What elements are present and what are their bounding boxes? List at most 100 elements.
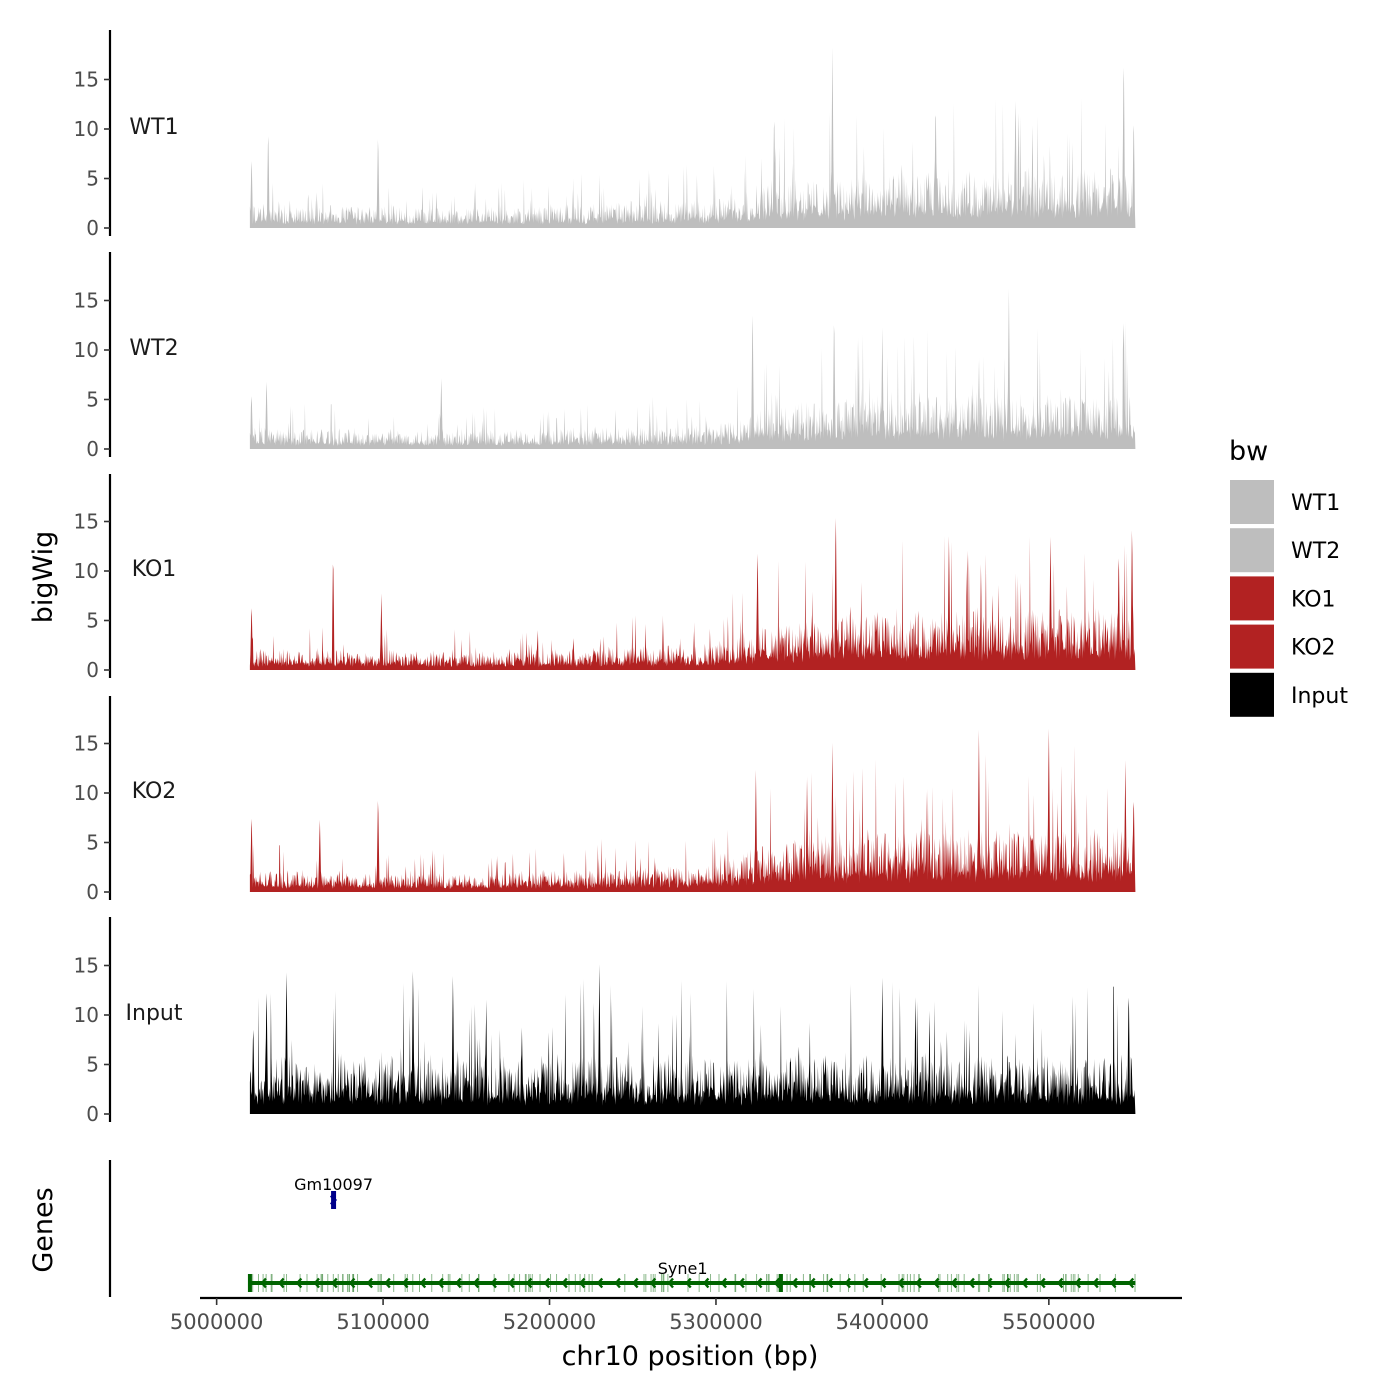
strand-arrow — [862, 1277, 869, 1289]
strand-arrow — [649, 1277, 657, 1289]
legend-swatch-wt2 — [1230, 528, 1274, 573]
strand-arrow — [1092, 1277, 1099, 1289]
strand-arrow — [472, 1277, 480, 1289]
strand-arrow — [1003, 1277, 1011, 1289]
bigwig-track-panels: 0 5 10 15 WT1 0 5 10 15 WT2 0 5 10 15 KO1 0 5 10 15 KO2 0 5 10… — [74, 30, 1136, 1126]
signal-area-ko2 — [249, 728, 1136, 892]
gene-syne1: Syne1 — [247, 1259, 1136, 1292]
y-tick-label: 5 — [86, 831, 99, 855]
strand-arrow — [401, 1277, 409, 1289]
legend-swatch-ko1 — [1230, 576, 1274, 621]
track-label-wt1: WT1 — [129, 115, 178, 140]
strand-arrow — [329, 1195, 338, 1205]
y-tick-label: 15 — [74, 954, 99, 978]
x-tick-label: 5300000 — [669, 1310, 763, 1334]
y-tick-label: 0 — [86, 658, 99, 682]
y-tick-label: 10 — [74, 559, 99, 583]
x-tick-label: 5100000 — [336, 1310, 430, 1334]
legend-label-ko2: KO2 — [1291, 636, 1336, 661]
y-tick-label: 15 — [74, 510, 99, 534]
legend: bw WT1 WT2 KO1 KO2 Input — [1229, 436, 1348, 717]
strand-arrow — [632, 1277, 639, 1289]
signal-area-input — [249, 964, 1136, 1114]
legend-label-wt2: WT2 — [1291, 539, 1340, 564]
strand-arrow — [614, 1277, 621, 1289]
gene-label: Gm10097 — [294, 1175, 373, 1194]
y-tick-label: 0 — [86, 437, 99, 461]
strand-arrow — [773, 1277, 781, 1289]
strand-arrow — [738, 1277, 745, 1289]
x-axis-title: chr10 position (bp) — [562, 1341, 819, 1372]
y-tick-label: 5 — [86, 1053, 99, 1077]
signal-area-wt1 — [249, 47, 1136, 228]
legend-title: bw — [1229, 436, 1268, 467]
track-wt1: 0 5 10 15 WT1 — [74, 30, 1136, 240]
strand-arrow — [826, 1277, 834, 1289]
strand-arrow — [915, 1277, 922, 1289]
strand-arrow — [897, 1277, 905, 1289]
genes-track-panel: Gm10097 Syne1 — [108, 1160, 1136, 1297]
strand-arrow — [755, 1277, 763, 1289]
strand-arrow — [702, 1277, 710, 1289]
y-tick-label: 5 — [86, 388, 99, 412]
strand-arrow — [455, 1277, 462, 1289]
strand-arrow — [1074, 1277, 1082, 1289]
legend-swatch-ko2 — [1230, 624, 1274, 669]
strand-arrow — [331, 1277, 338, 1289]
gene-gm10097: Gm10097 — [294, 1175, 373, 1209]
x-tick-label: 5400000 — [836, 1310, 930, 1334]
signal-area-wt2 — [249, 289, 1136, 449]
legend-swatch-wt1 — [1230, 480, 1274, 524]
strand-arrow — [685, 1277, 692, 1289]
track-label-ko1: KO1 — [132, 557, 177, 582]
strand-arrow — [720, 1277, 728, 1289]
track-input: 0 5 10 15 Input — [74, 917, 1136, 1126]
strand-arrow — [844, 1277, 851, 1289]
strand-arrow — [879, 1277, 887, 1289]
strand-arrow — [1127, 1277, 1135, 1289]
legend-swatch-input — [1230, 672, 1274, 717]
legend-label-ko1: KO1 — [1291, 587, 1336, 612]
strand-arrow — [596, 1277, 604, 1289]
y-tick-label: 0 — [86, 216, 99, 240]
strand-arrow — [950, 1277, 958, 1289]
y-tick-label: 15 — [74, 289, 99, 313]
strand-arrow — [1109, 1277, 1117, 1289]
gene-label: Syne1 — [658, 1259, 708, 1278]
strand-arrow — [419, 1277, 427, 1289]
strand-arrow — [384, 1277, 391, 1289]
y-tick-label: 10 — [74, 338, 99, 362]
x-tick-label: 5200000 — [503, 1310, 597, 1334]
track-label-wt2: WT2 — [129, 336, 178, 361]
strand-arrow — [543, 1277, 551, 1289]
exon-block — [331, 1191, 337, 1209]
strand-arrow — [348, 1277, 356, 1289]
strand-arrow — [986, 1277, 993, 1289]
legend-label-wt1: WT1 — [1291, 491, 1340, 516]
strand-arrow — [791, 1277, 798, 1289]
strand-arrow — [561, 1277, 568, 1289]
y-tick-label: 5 — [86, 167, 99, 191]
x-tick-label: 5500000 — [1002, 1310, 1096, 1334]
strand-arrow — [313, 1277, 320, 1289]
strand-arrow — [278, 1277, 285, 1289]
strand-arrow — [508, 1277, 515, 1289]
strand-arrow — [437, 1277, 444, 1289]
y-tick-label: 10 — [74, 781, 99, 805]
strand-arrow — [366, 1277, 374, 1289]
y-axis-title: bigWig — [28, 531, 59, 624]
track-ko2: 0 5 10 15 KO2 — [74, 696, 1136, 904]
y-tick-label: 15 — [74, 732, 99, 756]
strand-arrow — [809, 1277, 816, 1289]
genes-axis-title: Genes — [28, 1187, 59, 1272]
track-label-input: Input — [126, 1001, 183, 1026]
y-tick-label: 10 — [74, 117, 99, 141]
strand-arrow — [1056, 1277, 1064, 1289]
track-wt2: 0 5 10 15 WT2 — [74, 252, 1136, 461]
y-tick-label: 5 — [86, 609, 99, 633]
strand-arrow — [667, 1277, 674, 1289]
track-ko1: 0 5 10 15 KO1 — [74, 474, 1136, 682]
track-label-ko2: KO2 — [132, 779, 177, 804]
signal-area-ko1 — [249, 518, 1136, 670]
